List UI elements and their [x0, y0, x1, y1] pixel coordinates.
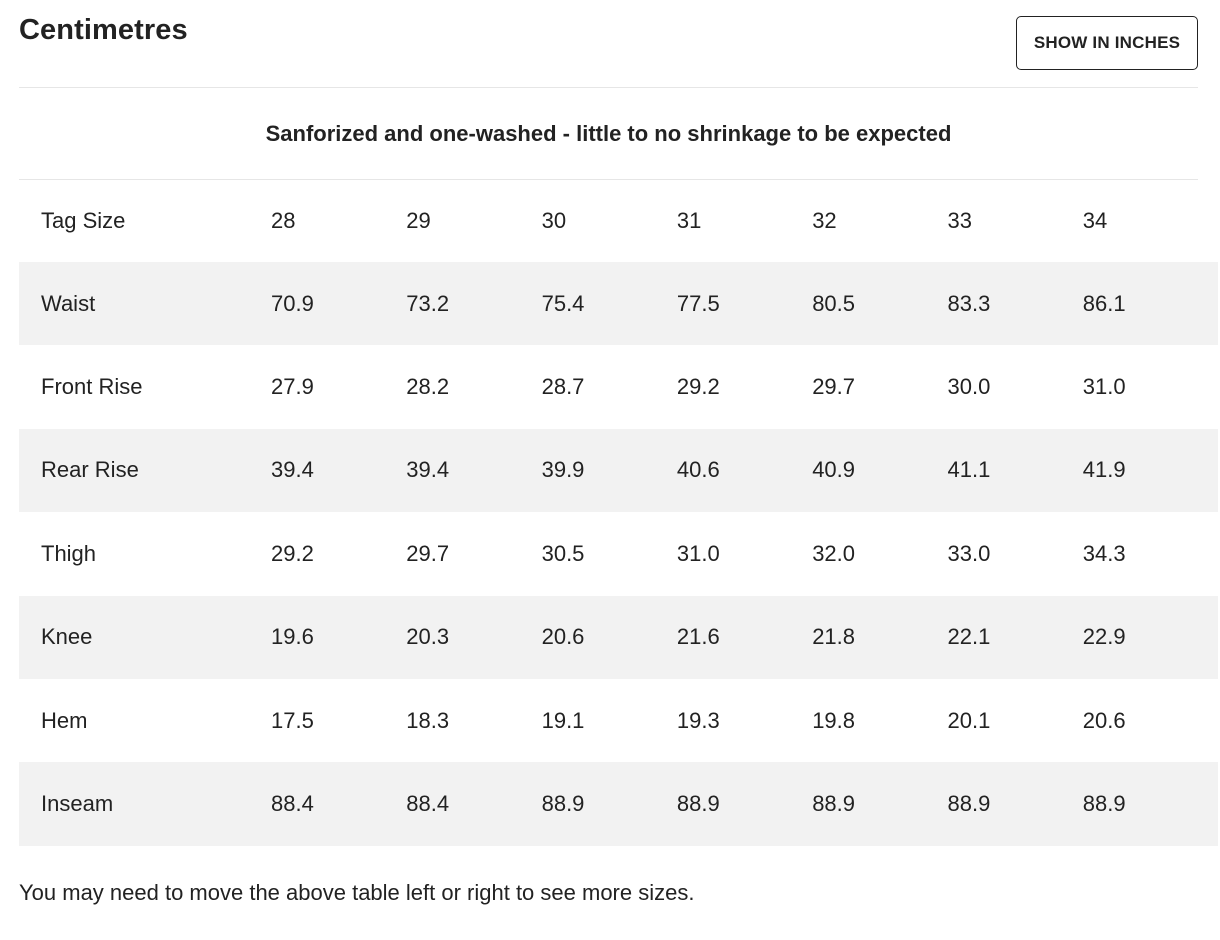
size-column-header: 32 [812, 208, 837, 233]
table-cell: 39.9 [541, 457, 585, 483]
table-row-inseam: Inseam 88.4 88.4 88.9 88.9 88.9 88.9 88.… [19, 762, 1219, 846]
size-table-container[interactable]: Tag Size 28 29 30 31 32 33 34 Waist 70.9… [19, 180, 1219, 846]
show-in-inches-button[interactable]: SHOW IN INCHES [1016, 16, 1198, 70]
table-cell: 86.1 [1082, 290, 1126, 316]
table-cell: 88.9 [1082, 791, 1126, 817]
row-label: Front Rise [41, 374, 143, 400]
table-cell: 21.6 [676, 624, 720, 650]
table-cell: 20.1 [947, 707, 991, 733]
size-column-header: 31 [676, 208, 702, 233]
row-label: Rear Rise [41, 457, 139, 483]
table-cell: 28.7 [541, 374, 585, 400]
table-cell: 29.7 [406, 540, 450, 566]
table-cell: 88.9 [541, 791, 585, 817]
table-cell: 30.5 [541, 540, 585, 566]
table-row-waist: Waist 70.9 73.2 75.4 77.5 80.5 83.3 86.1 [19, 262, 1219, 346]
table-cell: 40.6 [676, 457, 720, 483]
size-table: Tag Size 28 29 30 31 32 33 34 Waist 70.9… [19, 180, 1219, 846]
size-column-header: 29 [406, 208, 431, 233]
table-cell: 41.9 [1082, 457, 1126, 483]
table-cell: 33.0 [947, 540, 991, 566]
table-cell: 30.0 [947, 374, 991, 400]
table-cell: 83.3 [947, 290, 991, 316]
table-cell: 19.1 [541, 707, 585, 733]
table-cell: 29.2 [676, 374, 720, 400]
table-cell: 88.4 [271, 791, 314, 817]
table-cell: 22.1 [947, 624, 991, 650]
table-cell: 22.9 [1082, 624, 1126, 650]
table-cell: 41.1 [947, 457, 991, 483]
scroll-hint-text: You may need to move the above table lef… [19, 880, 695, 905]
size-column-header: 34 [1082, 208, 1108, 233]
row-label: Knee [41, 624, 93, 650]
table-cell: 88.4 [406, 791, 450, 817]
table-cell: 31.0 [1082, 374, 1126, 400]
table-cell: 34.3 [1082, 540, 1126, 566]
row-label: Inseam [41, 791, 114, 817]
table-cell: 77.5 [676, 290, 720, 316]
table-cell: 27.9 [271, 374, 314, 400]
table-row-front-rise: Front Rise 27.9 28.2 28.7 29.2 29.7 30.0… [19, 345, 1219, 429]
size-column-header: 30 [541, 208, 567, 233]
size-column-header: 33 [947, 208, 972, 233]
table-cell: 70.9 [271, 290, 314, 316]
table-cell: 19.6 [271, 624, 314, 650]
table-cell: 73.2 [406, 290, 450, 316]
row-label: Hem [41, 707, 88, 733]
table-cell: 20.6 [1082, 707, 1126, 733]
table-cell: 29.7 [812, 374, 856, 400]
table-header-row: Tag Size 28 29 30 31 32 33 34 [19, 180, 1218, 262]
shrinkage-note-heading: Sanforized and one-washed - little to no… [19, 89, 1198, 180]
table-cell: 31.0 [676, 540, 720, 566]
table-cell: 80.5 [812, 290, 856, 316]
table-cell: 32.0 [812, 540, 856, 566]
table-row-thigh: Thigh 29.2 29.7 30.5 31.0 32.0 33.0 34.3 [19, 512, 1219, 596]
table-cell: 39.4 [406, 457, 450, 483]
table-cell: 40.9 [812, 457, 856, 483]
table-cell: 19.8 [812, 707, 856, 733]
tag-size-header: Tag Size [41, 208, 126, 233]
table-cell: 19.3 [676, 707, 720, 733]
row-label: Waist [41, 290, 96, 316]
row-label: Thigh [41, 540, 97, 566]
size-column-header: 28 [271, 208, 296, 233]
table-cell: 88.9 [812, 791, 856, 817]
size-chart-header: Centimetres SHOW IN INCHES [19, 0, 1198, 88]
table-cell: 29.2 [271, 540, 314, 566]
table-row-knee: Knee 19.6 20.3 20.6 21.6 21.8 22.1 22.9 [19, 595, 1219, 679]
table-cell: 17.5 [271, 707, 314, 733]
table-row-hem: Hem 17.5 18.3 19.1 19.3 19.8 20.1 20.6 [19, 678, 1219, 763]
table-cell: 18.3 [406, 707, 450, 733]
table-cell: 20.6 [541, 624, 585, 650]
table-row-rear-rise: Rear Rise 39.4 39.4 39.9 40.6 40.9 41.1 … [19, 428, 1219, 513]
table-cell: 39.4 [271, 457, 314, 483]
table-cell: 21.8 [812, 624, 856, 650]
unit-title: Centimetres [19, 14, 188, 46]
table-cell: 28.2 [406, 374, 450, 400]
table-cell: 20.3 [406, 624, 450, 650]
table-cell: 88.9 [947, 791, 991, 817]
table-cell: 88.9 [676, 791, 720, 817]
table-cell: 75.4 [541, 290, 585, 316]
